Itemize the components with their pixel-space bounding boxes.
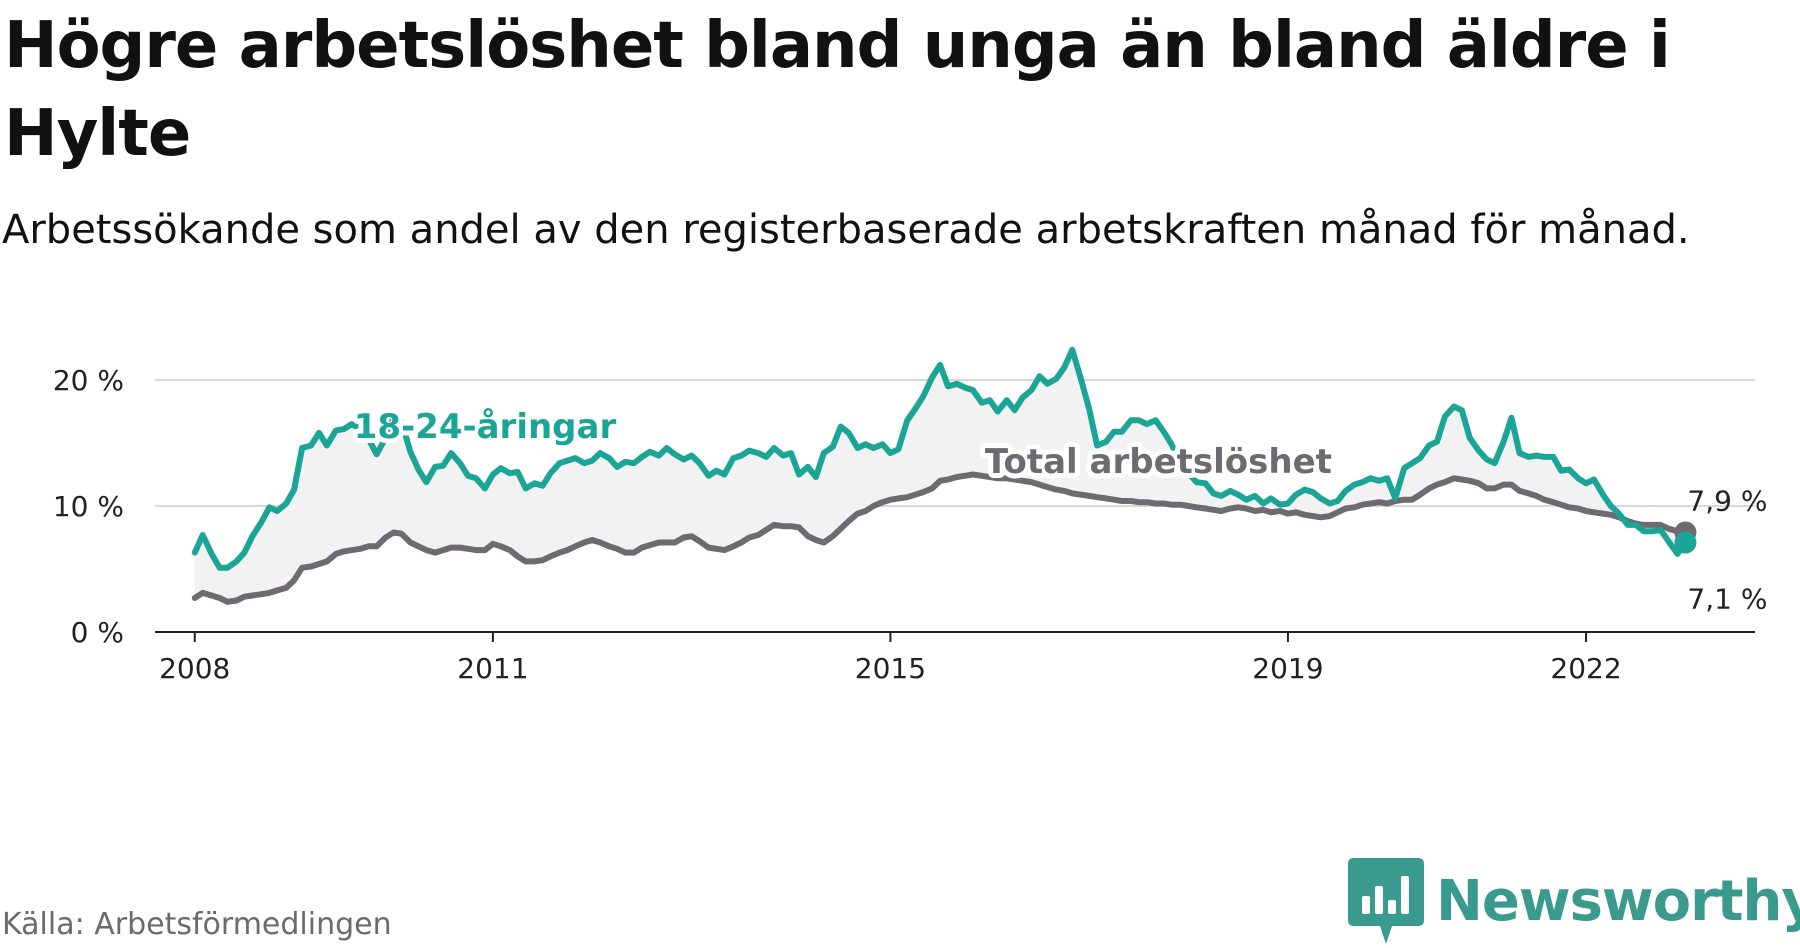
end-label-total: 7,9 % [1687,484,1767,517]
difference-band [194,349,1686,602]
chart-title: Högre arbetslöshet bland unga än bland ä… [4,9,1671,171]
end-label-youth: 7,1 % [1687,583,1767,616]
brand-name: Newsworthy [1436,868,1800,934]
series-line-youth [191,346,1689,571]
bar-chart-speech-bubble-icon [1348,858,1424,944]
y-tick-label: 0 % [71,616,124,649]
source-note: Källa: Arbetsförmedlingen [2,907,392,942]
end-marker-youth [1674,531,1697,554]
x-tick-label: 2019 [1252,652,1323,685]
x-tick-label: 2011 [457,652,528,685]
series-lines [191,346,1697,605]
chart-subtitle: Arbetssökande som andel av den registerb… [2,207,1690,253]
x-tick-label: 2015 [855,652,926,685]
series-label-total: Total arbetslöshet [985,442,1332,482]
x-tick-label: 2008 [159,652,230,685]
brand-logo: Newsworthy [1348,858,1800,944]
series-label-youth: 18-24-åringar [354,407,617,447]
x-tick-label: 2022 [1550,652,1621,685]
y-tick-label: 10 % [53,490,124,523]
y-tick-label: 20 % [53,364,124,397]
series-line-total [191,471,1689,605]
axes: 0 % 10 % 20 % 2008 2011 2015 2019 2022 [53,364,1755,685]
area-between-series [194,349,1686,602]
series-labels: 7,9 % 7,1 % 18-24-åringar Total arbetslöshe… [349,402,1768,616]
